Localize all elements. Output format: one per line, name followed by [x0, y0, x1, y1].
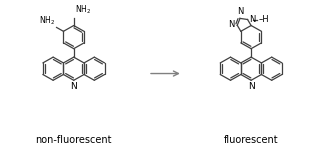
Text: NH$_2$: NH$_2$	[75, 4, 91, 16]
Text: N: N	[248, 82, 255, 91]
Text: NH$_2$: NH$_2$	[39, 14, 55, 27]
Text: fluorescent: fluorescent	[224, 135, 278, 145]
Text: N: N	[70, 82, 77, 91]
Text: –H: –H	[258, 15, 269, 24]
Text: N: N	[228, 20, 235, 29]
Text: non-fluorescent: non-fluorescent	[36, 135, 112, 145]
Text: N: N	[237, 7, 244, 16]
Text: N: N	[249, 15, 256, 24]
